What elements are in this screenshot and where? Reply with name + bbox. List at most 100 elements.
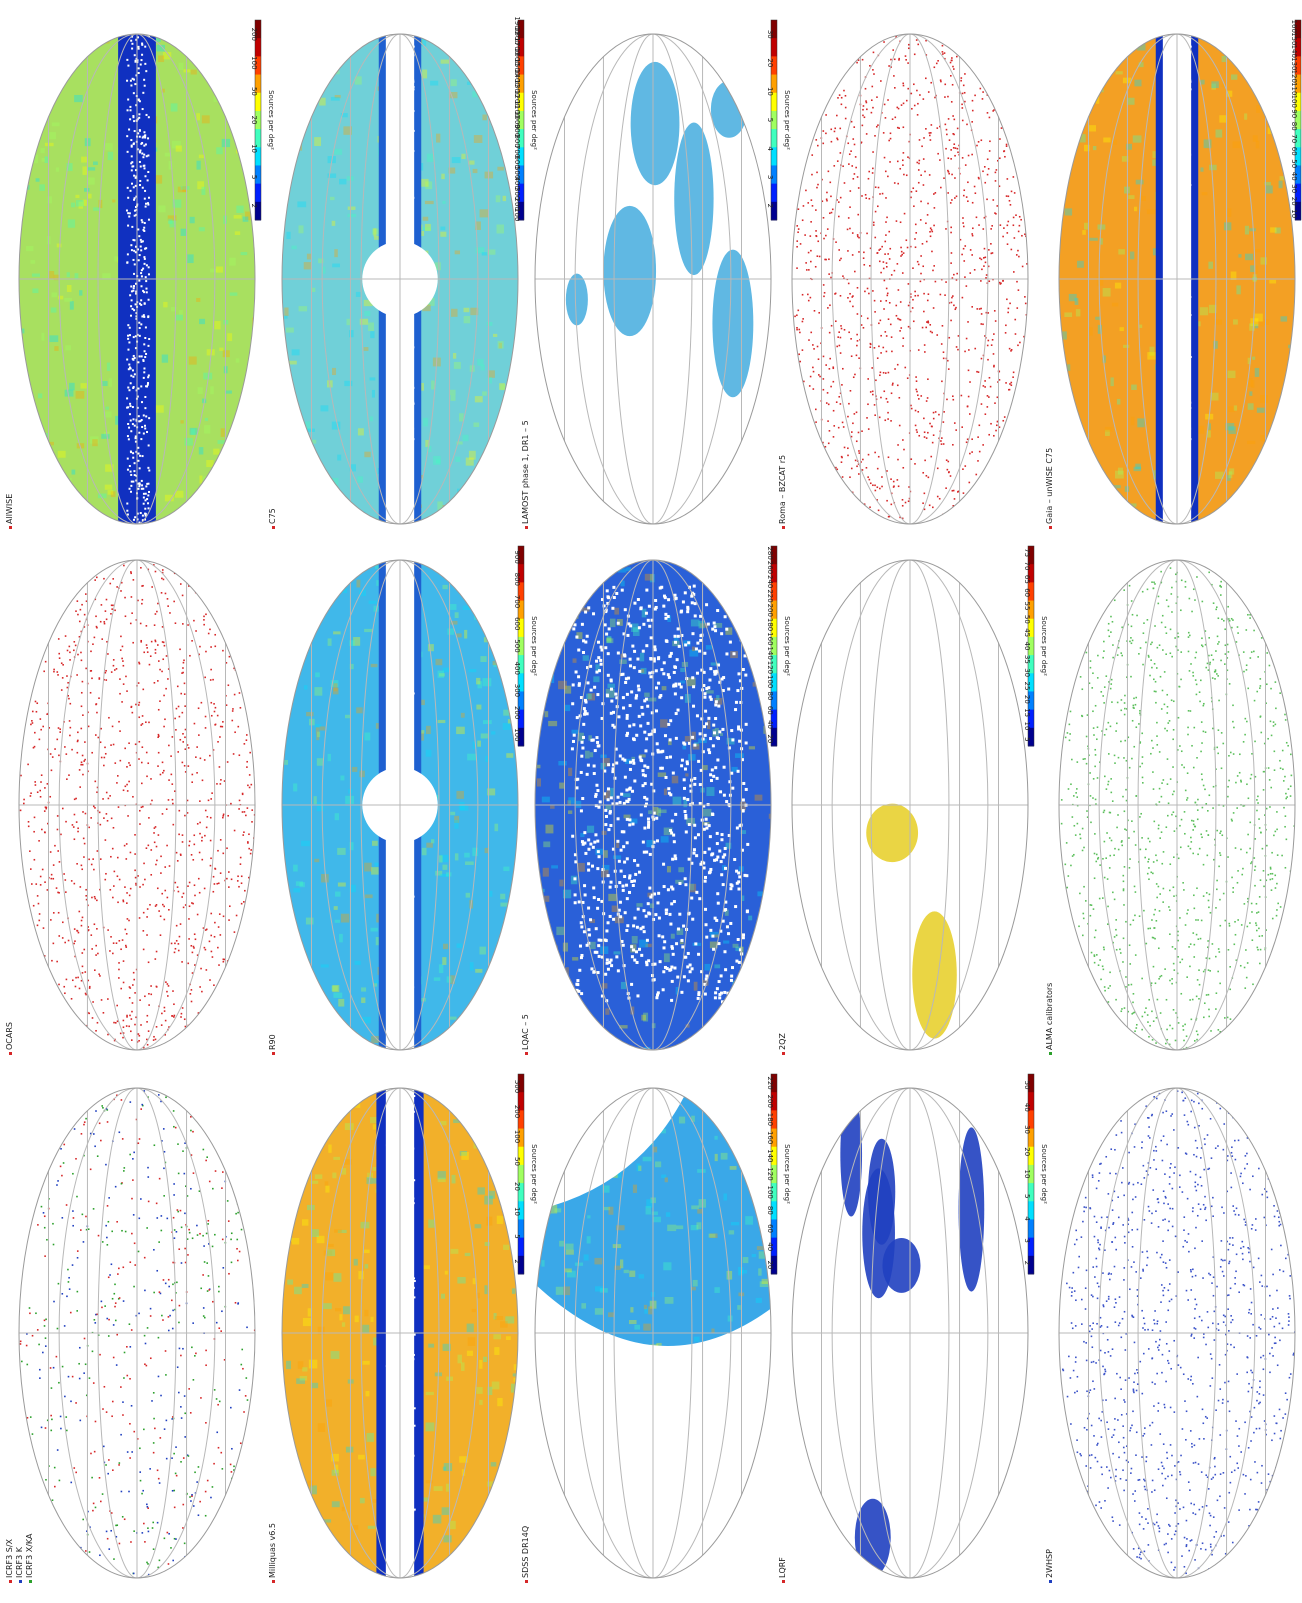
- colorbar-tick: 5: [250, 175, 258, 179]
- colorbar-tick: 200: [513, 706, 521, 719]
- colorbar-tick: 15: [1023, 708, 1031, 717]
- colorbar-tick: 30: [1023, 668, 1031, 677]
- colorbar-tick: 70: [1290, 134, 1298, 143]
- legend: 2QZ: [778, 1033, 787, 1055]
- colorbar-tick: 1300: [513, 80, 521, 98]
- legend: Milliquas v6.5: [268, 1523, 277, 1583]
- colorbar-tick: 140: [766, 646, 774, 659]
- colorbar-tick: 100: [513, 208, 521, 221]
- colorbar-label: Sources per deg²: [1040, 1144, 1048, 1204]
- colorbar-tick: 55: [1023, 602, 1031, 611]
- legend: LQAC – 5: [521, 1014, 530, 1055]
- colorbar-tick: 1800: [513, 27, 521, 45]
- colorbar-label: Sources per deg²: [530, 1144, 538, 1204]
- colorbar-tick: 1600: [513, 48, 521, 66]
- legend-label: OCARS: [5, 1022, 14, 1050]
- legend: R90: [268, 1034, 277, 1055]
- colorbar-tick: 65: [1023, 575, 1031, 584]
- colorbar-tick: 10: [1023, 722, 1031, 731]
- colorbar-tick: 100: [766, 1185, 774, 1198]
- colorbar-tick: 2: [766, 203, 774, 207]
- legend-label: ICRF3 K: [15, 1546, 24, 1578]
- colorbar-tick: 20: [250, 116, 258, 125]
- colorbar-label: Sources per deg²: [783, 616, 791, 676]
- colorbar: 200 100 50 20 10 5 2 Sources per deg²: [250, 19, 275, 221]
- colorbar-tick: 180: [766, 618, 774, 631]
- colorbar-tick: 20: [1023, 1147, 1031, 1156]
- colorbar-tick: 25: [1023, 682, 1031, 691]
- colorbar-tick: 50: [513, 1157, 521, 1166]
- colorbar-tick: 10: [250, 144, 258, 153]
- legend: C75: [268, 508, 277, 529]
- legend-label: LQAC – 5: [521, 1014, 530, 1050]
- colorbar-tick: 200: [766, 1095, 774, 1108]
- colorbar-tick: 100: [513, 728, 521, 741]
- colorbar-tick: 500: [513, 166, 521, 179]
- colorbar-tick: 2: [513, 1259, 521, 1263]
- map-panel-lamost: LAMOST phase 1, DR1 – 5 30 20 10 5 4 3 2 Sources…: [521, 19, 791, 529]
- colorbar-tick: 120: [766, 661, 774, 674]
- colorbar: 1900180017001600150014001300120011001000…: [513, 16, 538, 221]
- colorbar-tick: 500: [513, 1080, 521, 1093]
- colorbar-tick: 200: [513, 198, 521, 211]
- colorbar-tick: 80: [1290, 122, 1298, 131]
- graticule: [18, 559, 256, 1051]
- colorbar-tick: 80: [766, 1206, 774, 1215]
- map-density: [1059, 34, 1295, 524]
- colorbar-tick: 5: [513, 1234, 521, 1238]
- colorbar-tick: 40: [1023, 1103, 1031, 1112]
- legend: 2WHSP: [1045, 1549, 1054, 1583]
- colorbar-tick: 300: [513, 187, 521, 200]
- colorbar-tick: 60: [1290, 147, 1298, 156]
- colorbar-tick: 160: [766, 632, 774, 645]
- colorbar-tick: 400: [513, 662, 521, 675]
- colorbar-tick: 100: [1290, 95, 1298, 108]
- colorbar-tick: 70: [1023, 562, 1031, 571]
- colorbar-tick: 800: [513, 573, 521, 586]
- graticule: [791, 559, 1029, 1051]
- legend-label: 2QZ: [778, 1033, 787, 1050]
- colorbar-tick: 20: [513, 1182, 521, 1191]
- colorbar-label: Sources per deg²: [530, 90, 538, 150]
- colorbar-tick: 120: [1290, 70, 1298, 83]
- graticule: [281, 559, 519, 1051]
- map-density: [282, 34, 518, 524]
- colorbar-tick: 110: [1290, 82, 1298, 95]
- map-panel-ocars: OCARS: [5, 559, 256, 1055]
- colorbar-label: Sources per deg²: [783, 90, 791, 150]
- colorbar-tick: 75: [1023, 548, 1031, 557]
- graticule: [791, 33, 1029, 525]
- colorbar-tick: 20: [1023, 695, 1031, 704]
- graticule: [1058, 33, 1296, 525]
- colorbar-tick: 1500: [513, 58, 521, 76]
- map-panel-icrf3: ICRF3 S/X ICRF3 K ICRF3 X/KA: [5, 1087, 256, 1583]
- legend-label: Gaia – unWISE C75: [1045, 448, 1054, 524]
- colorbar-tick: 100: [766, 675, 774, 688]
- legend-label: ICRF3 X/KA: [25, 1533, 34, 1578]
- map-density: [1062, 1090, 1295, 1578]
- colorbar-tick: 4: [1023, 1216, 1031, 1221]
- graticule: [534, 559, 772, 1051]
- colorbar-tick: 50: [1290, 159, 1298, 168]
- map-density: [794, 36, 1028, 524]
- colorbar-tick: 30: [1023, 1125, 1031, 1134]
- graticule: [534, 33, 772, 525]
- colorbar-tick: 20: [1290, 197, 1298, 206]
- colorbar-tick: 1100: [513, 101, 521, 119]
- graticule: [1058, 559, 1296, 1051]
- colorbar-tick: 500: [513, 639, 521, 652]
- colorbar-tick: 600: [513, 155, 521, 168]
- colorbar-tick: 160: [1290, 20, 1298, 33]
- graticule: [281, 33, 519, 525]
- colorbar: 900 800 700 600 500 400 300 200 100 Sources per d…: [513, 545, 538, 747]
- map-panel-sdss: SDSS DR14Q 220 200 180 160 140 120 100 80 60 40 20 S…: [521, 1073, 791, 1583]
- legend-label: R90: [268, 1034, 277, 1050]
- colorbar-tick: 60: [1023, 588, 1031, 597]
- legend: SDSS DR14Q: [521, 1526, 530, 1583]
- colorbar-tick: 220: [766, 589, 774, 602]
- colorbar-tick: 800: [513, 134, 521, 147]
- colorbar-tick: 260: [766, 561, 774, 574]
- colorbar-tick: 30: [766, 30, 774, 39]
- colorbar-tick: 10: [1290, 209, 1298, 218]
